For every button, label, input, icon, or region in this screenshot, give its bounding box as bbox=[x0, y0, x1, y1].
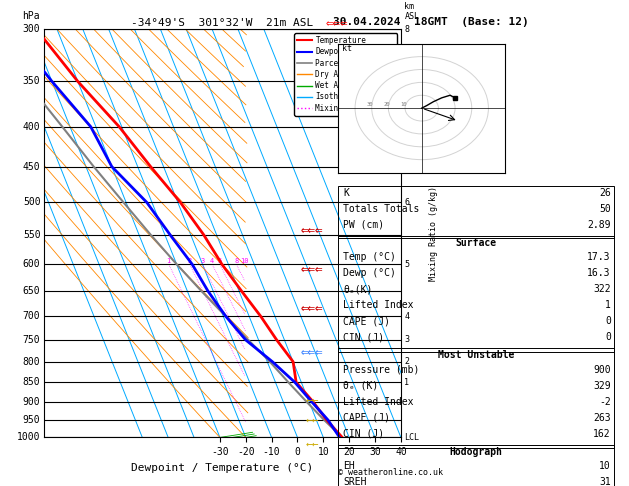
Text: ⇐⇐⇐: ⇐⇐⇐ bbox=[301, 302, 323, 315]
Text: CAPE (J): CAPE (J) bbox=[343, 413, 391, 423]
Text: 1: 1 bbox=[167, 258, 171, 264]
Text: Mixing Ratio (g/kg): Mixing Ratio (g/kg) bbox=[430, 186, 438, 281]
Text: 400: 400 bbox=[23, 122, 40, 132]
Text: ←←: ←← bbox=[305, 416, 319, 425]
Text: ⇐⇐⇐: ⇐⇐⇐ bbox=[301, 225, 323, 237]
Text: 20: 20 bbox=[384, 102, 390, 106]
Text: θₑ(K): θₑ(K) bbox=[343, 284, 373, 294]
Text: kt: kt bbox=[342, 44, 352, 53]
Text: 900: 900 bbox=[593, 364, 611, 375]
Text: 8: 8 bbox=[404, 25, 409, 34]
Text: 900: 900 bbox=[23, 397, 40, 407]
Text: 550: 550 bbox=[23, 230, 40, 240]
Text: Hodograph: Hodograph bbox=[450, 447, 503, 457]
Text: 10: 10 bbox=[240, 258, 248, 264]
Text: 950: 950 bbox=[23, 415, 40, 425]
Text: ⇐⇐⇐: ⇐⇐⇐ bbox=[301, 346, 323, 359]
Text: 750: 750 bbox=[23, 335, 40, 345]
Text: Surface: Surface bbox=[455, 238, 497, 248]
Text: 5: 5 bbox=[404, 260, 409, 269]
Text: 7: 7 bbox=[404, 122, 409, 131]
Text: 322: 322 bbox=[593, 284, 611, 294]
Text: 17.3: 17.3 bbox=[587, 252, 611, 262]
Text: 3: 3 bbox=[201, 258, 204, 264]
Text: -2: -2 bbox=[599, 397, 611, 407]
Text: Most Unstable: Most Unstable bbox=[438, 350, 515, 360]
Text: 26: 26 bbox=[599, 188, 611, 198]
Text: EH: EH bbox=[343, 461, 355, 471]
Title: -34°49'S  301°32'W  21m ASL: -34°49'S 301°32'W 21m ASL bbox=[131, 18, 314, 28]
Text: hPa: hPa bbox=[23, 11, 40, 21]
Legend: Temperature, Dewpoint, Parcel Trajectory, Dry Adiabat, Wet Adiabat, Isotherm, Mi: Temperature, Dewpoint, Parcel Trajectory… bbox=[294, 33, 397, 116]
Text: 3: 3 bbox=[404, 335, 409, 345]
Text: Temp (°C): Temp (°C) bbox=[343, 252, 396, 262]
Text: 6: 6 bbox=[404, 198, 409, 207]
Text: 16.3: 16.3 bbox=[587, 268, 611, 278]
Text: Totals Totals: Totals Totals bbox=[343, 204, 420, 214]
Text: 0: 0 bbox=[605, 332, 611, 342]
Text: Dewp (°C): Dewp (°C) bbox=[343, 268, 396, 278]
Text: ←←: ←← bbox=[305, 396, 319, 406]
Text: 2.89: 2.89 bbox=[587, 220, 611, 230]
Text: ←←: ←← bbox=[305, 440, 319, 450]
Text: ⇐⇐⇐: ⇐⇐⇐ bbox=[301, 263, 323, 276]
Text: 1: 1 bbox=[605, 300, 611, 310]
Text: 650: 650 bbox=[23, 286, 40, 296]
Text: 31: 31 bbox=[599, 477, 611, 486]
Text: K: K bbox=[343, 188, 349, 198]
Text: 10: 10 bbox=[400, 102, 406, 106]
Text: 263: 263 bbox=[593, 413, 611, 423]
Text: 2: 2 bbox=[404, 357, 409, 366]
Text: 450: 450 bbox=[23, 162, 40, 172]
Text: Lifted Index: Lifted Index bbox=[343, 397, 414, 407]
Text: 50: 50 bbox=[599, 204, 611, 214]
Text: km
ASL: km ASL bbox=[404, 1, 420, 21]
Text: 4: 4 bbox=[404, 312, 409, 321]
Text: 30.04.2024  18GMT  (Base: 12): 30.04.2024 18GMT (Base: 12) bbox=[333, 17, 529, 27]
Text: 700: 700 bbox=[23, 312, 40, 321]
Text: 500: 500 bbox=[23, 197, 40, 208]
Text: 2: 2 bbox=[187, 258, 192, 264]
Text: 300: 300 bbox=[23, 24, 40, 34]
Text: 1000: 1000 bbox=[17, 433, 40, 442]
Text: PW (cm): PW (cm) bbox=[343, 220, 384, 230]
Text: CIN (J): CIN (J) bbox=[343, 332, 384, 342]
Text: 0: 0 bbox=[605, 316, 611, 326]
Text: 1: 1 bbox=[404, 378, 409, 387]
Text: 329: 329 bbox=[593, 381, 611, 391]
Text: LCL: LCL bbox=[404, 433, 420, 442]
X-axis label: Dewpoint / Temperature (°C): Dewpoint / Temperature (°C) bbox=[131, 463, 314, 473]
Text: 350: 350 bbox=[23, 76, 40, 87]
Text: 800: 800 bbox=[23, 357, 40, 367]
Text: 8: 8 bbox=[234, 258, 238, 264]
Text: CIN (J): CIN (J) bbox=[343, 429, 384, 439]
Text: 5: 5 bbox=[218, 258, 222, 264]
Text: CAPE (J): CAPE (J) bbox=[343, 316, 391, 326]
Text: SREH: SREH bbox=[343, 477, 367, 486]
Text: 600: 600 bbox=[23, 259, 40, 269]
Text: 4: 4 bbox=[210, 258, 214, 264]
Text: Pressure (mb): Pressure (mb) bbox=[343, 364, 420, 375]
Text: © weatheronline.co.uk: © weatheronline.co.uk bbox=[338, 468, 443, 477]
Text: θₑ (K): θₑ (K) bbox=[343, 381, 379, 391]
Text: 10: 10 bbox=[599, 461, 611, 471]
Text: ⇐⇐⇐: ⇐⇐⇐ bbox=[326, 17, 348, 30]
Text: Lifted Index: Lifted Index bbox=[343, 300, 414, 310]
Text: 162: 162 bbox=[593, 429, 611, 439]
Text: 850: 850 bbox=[23, 377, 40, 387]
Text: 30: 30 bbox=[367, 102, 373, 106]
